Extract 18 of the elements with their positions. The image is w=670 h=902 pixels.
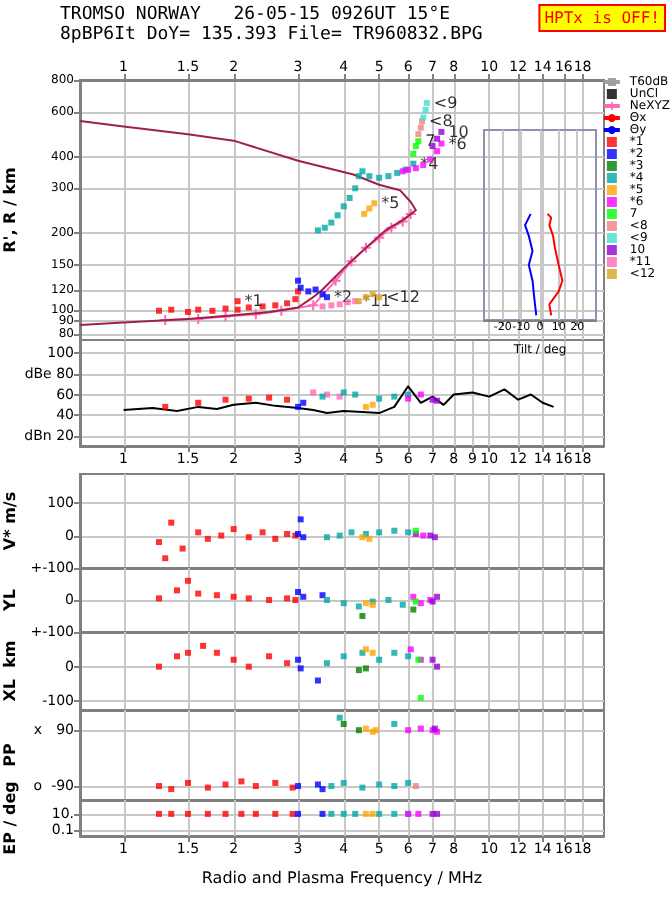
chart-subtitle: 8pBP6It DoY= 135.393 File= TR960832.BPG (60, 25, 483, 45)
text: *2 (333, 288, 353, 307)
text: *11 (362, 292, 391, 311)
text: <12 (386, 288, 420, 307)
text: *5 (381, 194, 400, 213)
chart-title: TROMSO NORWAY 26-05-15 0926UT 15°E (60, 5, 451, 25)
y-axis-title: PP (1, 743, 19, 767)
y-axis-title: EP / deg (1, 780, 19, 855)
text: HPTx is OFF! (544, 9, 660, 27)
y-axis-title: YL (1, 589, 19, 613)
text: 7 (425, 132, 436, 151)
text: *1 (244, 292, 263, 311)
y-axis-title: R', R / km (1, 167, 19, 253)
y-axis-title: V* m/s (1, 491, 19, 551)
y-axis-title: XL km (1, 640, 19, 702)
text: <8 (429, 112, 453, 131)
x-axis-title: Radio and Plasma Frequency / MHz (201, 869, 483, 887)
text: <9 (433, 93, 458, 112)
